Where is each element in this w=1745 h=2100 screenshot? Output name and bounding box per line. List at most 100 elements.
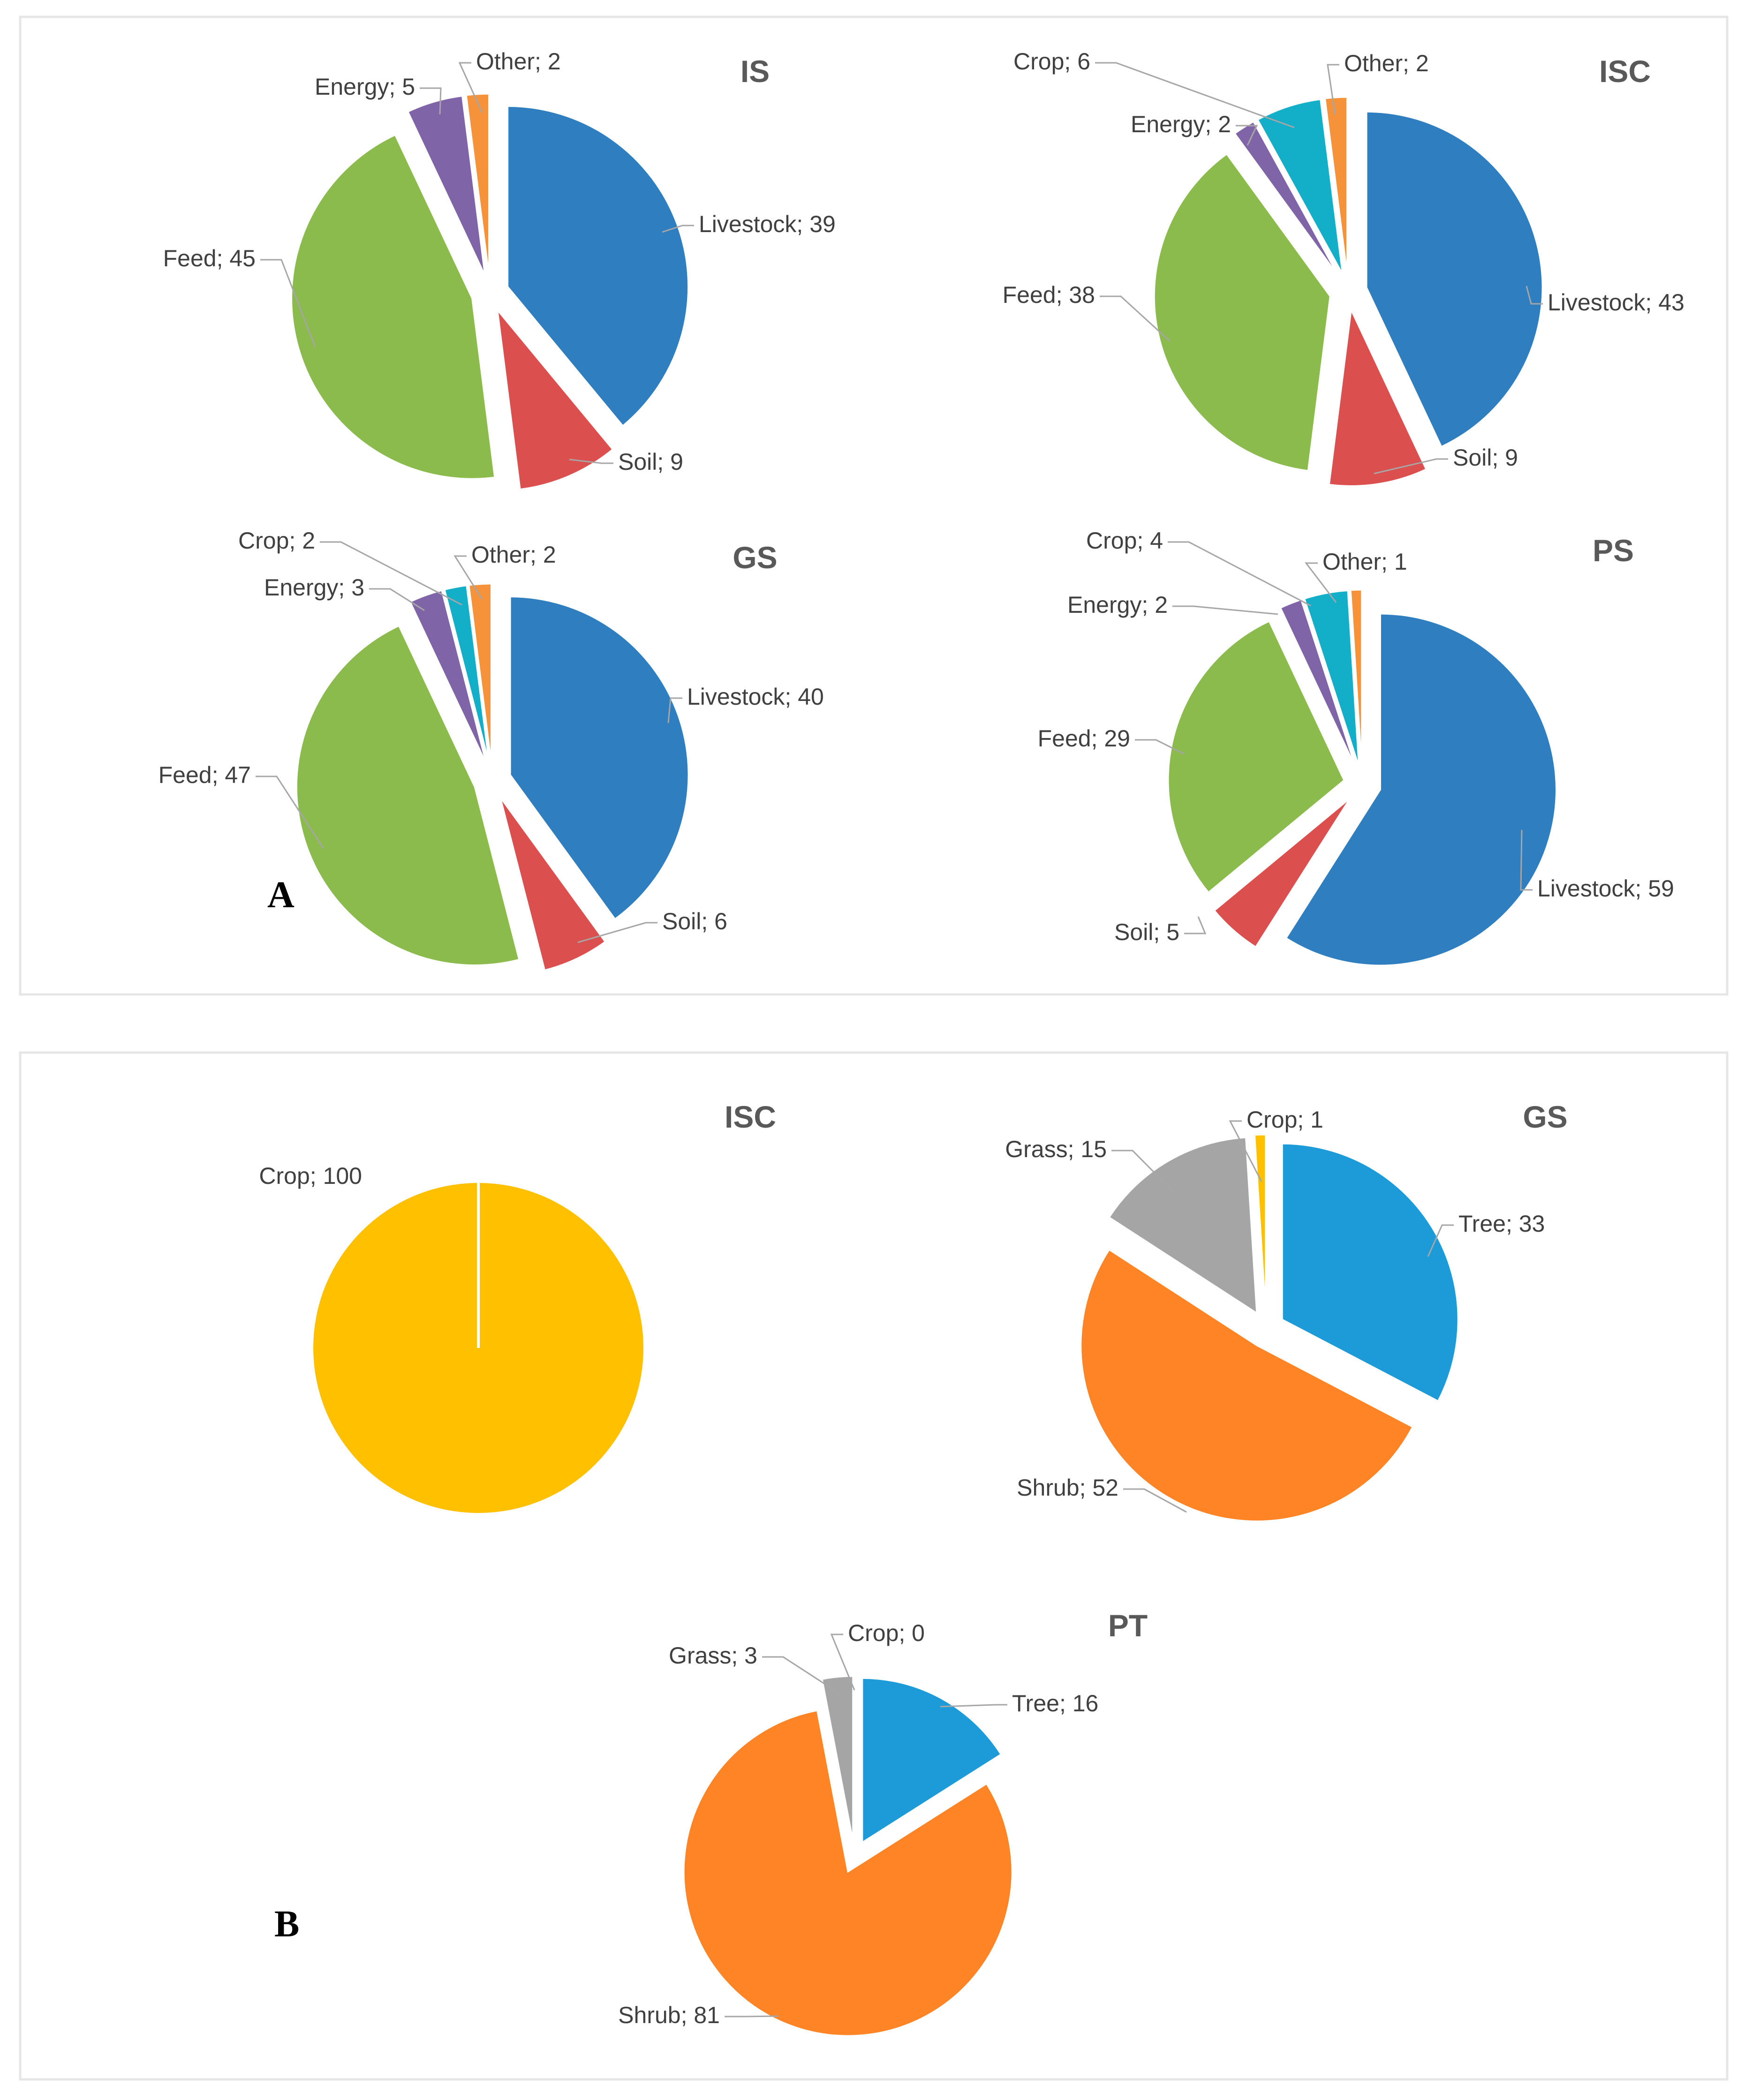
chart-a-is-slice-feed [291, 134, 496, 480]
chart-a-is-label-feed: Feed; 45 [163, 245, 256, 271]
chart-b-pt-label-shrub: Shrub; 81 [618, 2002, 720, 2028]
chart-a-ps-leader-other [1304, 562, 1337, 603]
chart-b-pt-label-grass: Grass; 3 [669, 1642, 757, 1669]
chart-a-ps-leader-soil [1184, 916, 1207, 934]
chart-a-gs-label-feed: Feed; 47 [159, 762, 251, 788]
chart-a-isc-label-livestock: Livestock; 43 [1548, 289, 1685, 316]
chart-a-isc-leader-crop [1095, 62, 1295, 128]
chart-a-is-label-other: Other; 2 [476, 48, 561, 75]
chart-a-is-slice-soil [496, 308, 614, 490]
chart-a-ps-slice-feed [1167, 620, 1345, 894]
chart-a-is-slice-other [465, 93, 490, 275]
chart-b-isc: ISC Crop; 100 [259, 1099, 776, 1513]
chart-a-isc: ISC Livestock; 43 Soil; 9 Feed; 38 Energy; 2… [1003, 48, 1685, 487]
panel-a-label: A [267, 874, 295, 916]
panel-b-label: B [274, 1904, 299, 1945]
chart-b-pt-slice-tree [861, 1677, 1002, 1844]
chart-a-is-leader-soil [569, 459, 613, 464]
chart-a-ps-label-crop: Crop; 4 [1086, 527, 1163, 554]
chart-a-ps-slice-other [1350, 589, 1363, 766]
chart-b-pt-leader-shrub [725, 2015, 779, 2017]
chart-b-pt-label-crop: Crop; 0 [848, 1620, 925, 1646]
chart-a-gs-label-livestock: Livestock; 40 [687, 684, 824, 710]
chart-a-isc-title: ISC [1599, 54, 1651, 89]
chart-a-is-label-livestock: Livestock; 39 [699, 211, 836, 237]
chart-a-isc-leader-feed [1100, 295, 1171, 342]
chart-a-ps-slice-crop [1303, 589, 1360, 767]
chart-a-gs-leader-other [453, 555, 483, 600]
chart-b-isc-label-crop: Crop; 100 [259, 1163, 362, 1189]
chart-b-gs-slice-crop [1254, 1134, 1267, 1311]
chart-b-pt-slice-shrub [683, 1709, 1013, 2037]
chart-a-ps-label-energy: Energy; 2 [1067, 592, 1168, 618]
chart-a-isc-leader-livestock [1526, 286, 1543, 305]
chart-a-is-label-soil: Soil; 9 [618, 449, 683, 475]
chart-a-ps-slice-livestock [1285, 613, 1557, 966]
chart-a-ps-slice-energy [1279, 599, 1356, 768]
chart-a-gs-label-soil: Soil; 6 [662, 908, 727, 934]
chart-a-ps: PS Livestock; 59 Soil; 5 Feed; 29 Energy; 2 C… [1038, 527, 1674, 966]
chart-a-ps-leader-crop [1168, 541, 1311, 607]
chart-a-isc-label-crop: Crop; 6 [1013, 48, 1090, 75]
chart-b-gs: GS Tree; 33 Shrub; 52 Grass; 15 Crop; 1 [1005, 1099, 1568, 1522]
chart-a-gs-leader-soil [577, 922, 657, 943]
chart-b-pt-leader-crop [830, 1633, 855, 1691]
chart-a-is: IS Livestock; 39 Soil; 9 Feed; 45 Energy; 5 O… [163, 48, 836, 490]
chart-b-gs-leader-tree [1427, 1224, 1454, 1257]
chart-b-pt: PT Tree; 16 Shrub; 81 Grass; 3 Crop; 0 [618, 1608, 1148, 2037]
chart-b-gs-label-grass: Grass; 15 [1005, 1136, 1107, 1162]
chart-a-ps-label-feed: Feed; 29 [1038, 725, 1130, 752]
chart-a-ps-label-soil: Soil; 5 [1114, 919, 1179, 945]
chart-a-ps-label-other: Other; 1 [1322, 549, 1407, 575]
chart-b-isc-title: ISC [725, 1099, 776, 1134]
chart-a-is-label-energy: Energy; 5 [315, 74, 415, 100]
chart-b-gs-slice-shrub [1080, 1249, 1414, 1522]
chart-a-ps-label-livestock: Livestock; 59 [1537, 875, 1674, 902]
chart-b-pt-leader-grass [762, 1656, 840, 1694]
chart-a-is-leader-livestock [662, 225, 694, 233]
chart-a-gs-leader-crop [320, 541, 462, 606]
chart-a-gs-leader-livestock [667, 697, 682, 723]
chart-a-gs-title: GS [733, 540, 777, 575]
chart-a-is-slice-energy [407, 95, 486, 276]
chart-a-isc-slice-livestock [1366, 111, 1543, 448]
chart-b-pt-slice-grass [821, 1675, 854, 1841]
chart-a-isc-leader-other [1327, 64, 1339, 115]
chart-a-isc-leader-soil [1374, 458, 1448, 474]
chart-b-gs-label-shrub: Shrub; 52 [1017, 1475, 1118, 1501]
chart-a-ps-title: PS [1593, 533, 1634, 568]
chart-a-gs-label-other: Other; 2 [471, 542, 556, 568]
chart-a-gs-label-crop: Crop; 2 [238, 527, 315, 554]
chart-a-gs-slice-feed [295, 625, 520, 966]
chart-a-gs-leader-feed [256, 775, 325, 849]
pie-charts: IS Livestock; 39 Soil; 9 Feed; 45 Energy; 5 O… [159, 48, 1685, 2037]
chart-a-isc-label-feed: Feed; 38 [1003, 282, 1095, 308]
chart-a-is-title: IS [740, 54, 770, 89]
chart-a-gs-label-energy: Energy; 3 [264, 574, 364, 601]
chart-a-gs-slice-livestock [509, 596, 689, 920]
chart-a-gs-slice-other [468, 583, 492, 762]
chart-a-gs-slice-crop [444, 585, 490, 763]
chart-a-is-leader-other [458, 62, 483, 113]
chart-b-gs-leader-grass [1111, 1150, 1176, 1194]
chart-b-gs-label-crop: Crop; 1 [1246, 1106, 1323, 1133]
chart-b-gs-slice-grass [1108, 1137, 1258, 1315]
chart-b-pt-leader-tree [940, 1704, 1007, 1708]
chart-a-gs-slice-soil [499, 797, 606, 971]
chart-a-ps-leader-energy [1172, 605, 1278, 615]
chart-a-isc-label-energy: Energy; 2 [1131, 111, 1231, 137]
chart-a-isc-slice-crop [1256, 98, 1344, 274]
chart-a-is-leader-feed [260, 259, 316, 347]
chart-a-isc-slice-feed [1153, 153, 1331, 472]
chart-a-isc-slice-other [1324, 96, 1348, 273]
chart-a-gs-leader-energy [369, 588, 425, 611]
chart-b-pt-title: PT [1108, 1608, 1148, 1643]
chart-b-gs-slice-tree [1281, 1143, 1459, 1402]
chart-a-isc-slice-soil [1328, 308, 1427, 487]
chart-a-gs: GS Livestock; 40 Soil; 6 Feed; 47 Energy; 3 C… [159, 527, 824, 971]
chart-b-gs-title: GS [1523, 1099, 1567, 1134]
chart-b-gs-leader-shrub [1123, 1488, 1187, 1513]
chart-b-gs-label-tree: Tree; 33 [1458, 1211, 1545, 1237]
chart-a-ps-leader-feed [1135, 739, 1185, 755]
